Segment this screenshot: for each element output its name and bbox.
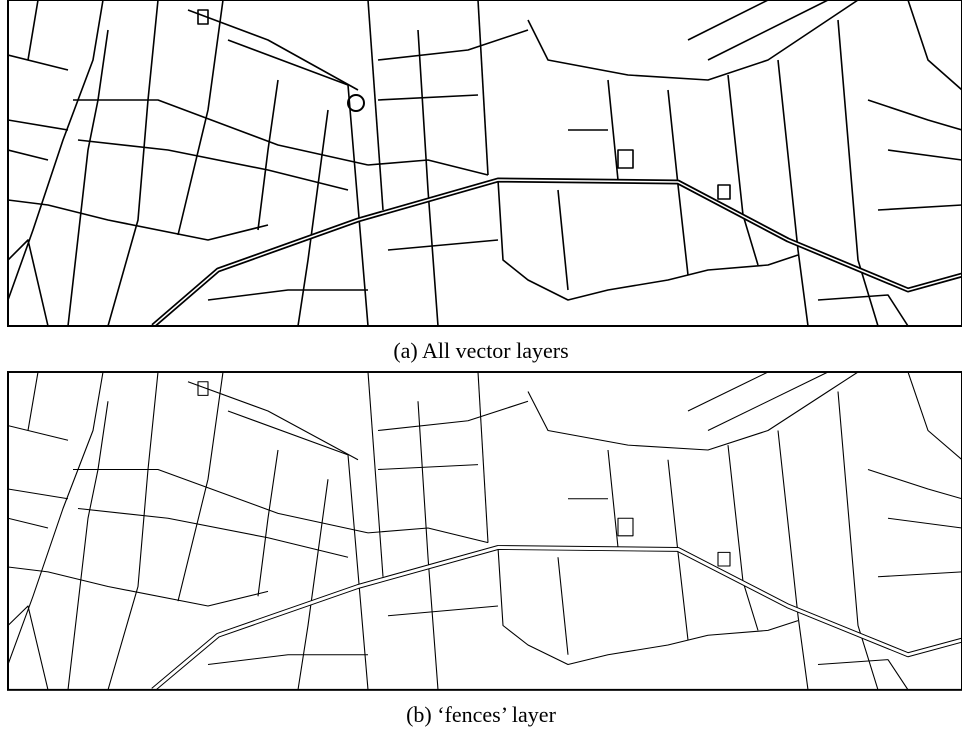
panel-b: [7, 371, 962, 691]
caption: (b) ‘fences’ layer: [406, 702, 556, 727]
caption: (a) All vector layers: [393, 338, 569, 363]
panel-a: [7, 0, 962, 327]
